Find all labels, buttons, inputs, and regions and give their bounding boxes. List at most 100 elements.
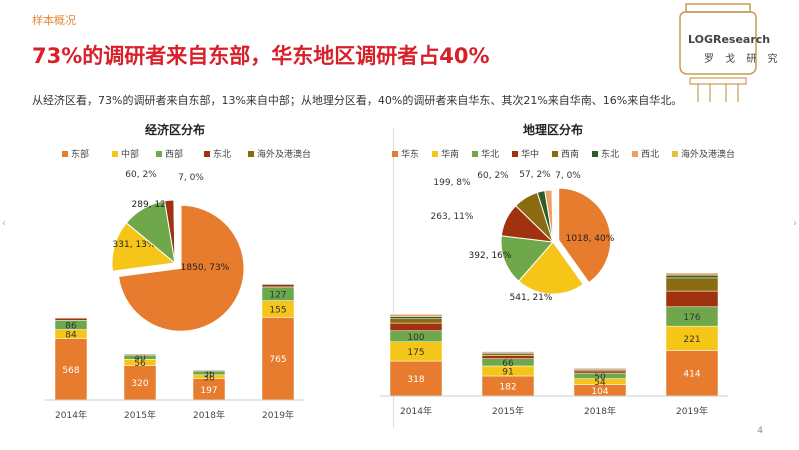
bar-segment [389, 322, 443, 332]
x-tick-label: 2019年 [676, 405, 708, 417]
bar-data-label: 40 [134, 354, 146, 364]
legend-swatch [248, 151, 254, 157]
pie-slice [173, 199, 176, 264]
legend-label: 西北 [641, 149, 659, 160]
bar-data-label: 100 [407, 333, 424, 343]
bar-segment [665, 277, 719, 292]
lantern-logo-icon [679, 3, 757, 102]
pie-data-label: 392, 16% [469, 251, 512, 261]
bar-segment [481, 352, 535, 356]
legend-label: 华北 [481, 148, 499, 160]
legend-label: 西南 [561, 148, 579, 160]
bar-data-label: 50 [594, 372, 606, 382]
bar-data-label: 66 [502, 359, 514, 369]
bar-segment [389, 318, 443, 324]
page-subtitle: 从经济区看，73%的调研者来自东部，13%来自中部；从地理分区看，40%的调研者… [32, 94, 683, 107]
bar-data-label: 568 [62, 366, 79, 376]
pie-slice [117, 204, 245, 332]
pie-data-label: 1850, 73% [181, 263, 230, 273]
x-tick-label: 2019年 [262, 409, 294, 421]
bar-data-label: 86 [65, 321, 77, 331]
legend-label: 华南 [441, 148, 459, 160]
legend-swatch [204, 151, 210, 157]
bar-segment [389, 360, 443, 397]
legend-label: 海外及港澳台 [681, 148, 735, 160]
x-tick-label: 2014年 [55, 409, 87, 421]
legend-swatch [62, 151, 68, 157]
x-tick-label: 2014年 [400, 405, 432, 417]
page-title: 73%的调研者来自东部，华东地区调研者占40% [32, 44, 490, 68]
legend-swatch [392, 151, 398, 157]
section-label: 样本概况 [32, 14, 76, 27]
pie-data-label: 7, 0% [178, 173, 204, 183]
bar-data-label: 91 [502, 367, 513, 377]
pie-data-label: 331, 13% [113, 240, 156, 250]
x-tick-label: 2015年 [492, 405, 524, 417]
bar-segment [665, 290, 719, 308]
panel-divider [393, 128, 394, 428]
x-tick-label: 2015年 [124, 409, 156, 421]
bar-data-label: 36 [203, 373, 215, 383]
prev-slide-icon[interactable]: ‹ [2, 218, 6, 229]
legend-swatch [112, 151, 118, 157]
bar-data-label: 765 [269, 355, 286, 365]
chart-title: 经济区分布 [145, 122, 205, 137]
pie-data-label: 57, 2% [519, 170, 551, 180]
legend-swatch [592, 151, 598, 157]
bar-data-label: 104 [591, 387, 608, 397]
bar-data-label: 54 [594, 378, 606, 388]
legend-swatch [472, 151, 478, 157]
bar-segment [665, 274, 719, 279]
bar-data-label: 56 [134, 359, 146, 369]
pie-data-label: 7, 0% [555, 171, 581, 181]
bar-segment [665, 272, 719, 276]
bar-data-label: 197 [200, 386, 217, 396]
bar-data-label: 84 [65, 331, 77, 341]
pie-data-label: 1018, 40% [566, 234, 615, 244]
pie-slice [558, 187, 612, 284]
bar-data-label: 182 [499, 382, 516, 392]
x-tick-label: 2018年 [193, 409, 225, 421]
next-slide-icon[interactable]: › [793, 218, 797, 229]
bar-segment [481, 355, 535, 359]
bar-data-label: 127 [269, 290, 286, 300]
legend-swatch [672, 151, 678, 157]
legend-swatch [552, 151, 558, 157]
legend-label: 华东 [401, 148, 419, 160]
logo-brand-cn: 罗 戈 研 究 [704, 54, 782, 65]
legend-swatch [432, 151, 438, 157]
bar-data-label: 155 [269, 306, 286, 316]
pie-data-label: 263, 11% [431, 212, 474, 222]
pie-slice [500, 235, 555, 282]
bar-data-label: 176 [683, 313, 700, 323]
bar-segment [261, 284, 295, 288]
pie-slice [551, 189, 554, 243]
legend-swatch [156, 151, 162, 157]
legend-swatch [512, 151, 518, 157]
legend-label: 西部 [165, 148, 183, 160]
pie-data-label: 199, 8% [433, 178, 471, 188]
bar-segment [389, 316, 443, 319]
pie-slice [518, 241, 584, 295]
legend-swatch [632, 151, 638, 157]
legend-label: 海外及港澳台 [257, 148, 311, 160]
legend-label: 东北 [213, 148, 231, 160]
bar-segment [123, 365, 157, 401]
page-number: 4 [757, 426, 763, 436]
chart-title: 地理区分布 [523, 122, 583, 137]
bar-data-label: 320 [131, 379, 148, 389]
pie-data-label: 60, 2% [477, 171, 509, 181]
bar-segment [665, 350, 719, 397]
bar-segment [54, 317, 88, 321]
pie-data-label: 60, 2% [125, 170, 157, 180]
pie-data-label: 289, 12% [132, 200, 175, 210]
bar-segment [573, 370, 627, 374]
legend-label: 中部 [121, 148, 139, 160]
legend-label: 华中 [521, 148, 539, 160]
bar-data-label: 36 [203, 369, 215, 379]
x-tick-label: 2018年 [584, 405, 616, 417]
logo-brand: LOGResearch [688, 33, 771, 46]
pie-data-label: 541, 21% [510, 293, 553, 303]
bar-data-label: 318 [407, 375, 424, 385]
legend-label: 东北 [601, 148, 619, 160]
